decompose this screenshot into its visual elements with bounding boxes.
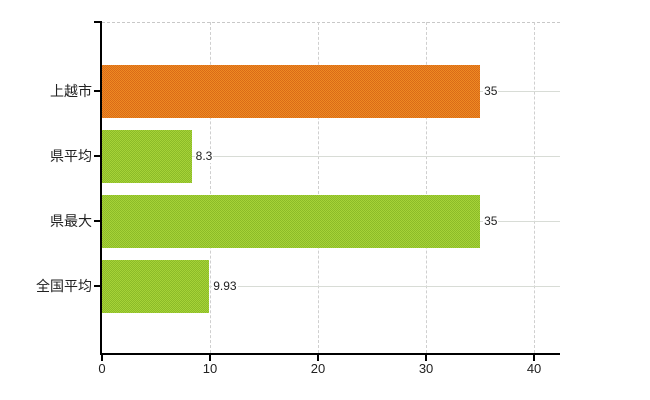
bar-prefecture-average (102, 129, 192, 183)
bar-prefecture-max (102, 194, 481, 248)
x-axis-tick-label: 40 (526, 361, 542, 376)
x-axis-tick (425, 355, 428, 361)
y-axis-tick (94, 220, 102, 222)
vertical-gridline (426, 22, 428, 353)
vertical-gridline (534, 22, 536, 353)
vertical-gridline (318, 22, 320, 353)
x-axis-tick (209, 355, 212, 361)
y-axis-tick (94, 155, 102, 157)
category-label: 県平均 (50, 148, 92, 164)
x-axis-tick (317, 355, 320, 361)
category-label: 県最大 (50, 213, 92, 229)
value-label: 8.3 (194, 149, 214, 163)
y-axis-tick (94, 285, 102, 287)
value-label: 9.93 (212, 279, 238, 293)
y-axis-tick (94, 90, 102, 92)
horizontal-gridline (102, 156, 560, 157)
vertical-gridline (210, 22, 212, 353)
value-label: 35 (483, 84, 499, 98)
x-axis-line (100, 353, 560, 355)
x-axis-tick-label: 30 (418, 361, 434, 376)
value-label: 35 (483, 214, 499, 228)
y-axis-line (100, 22, 102, 355)
plot-area (102, 22, 560, 353)
x-axis-tick (101, 355, 103, 361)
x-axis-tick-label: 20 (310, 361, 326, 376)
category-label: 全国平均 (36, 278, 92, 294)
x-axis-tick-label: 0 (98, 361, 106, 376)
y-axis-top-tick (94, 21, 102, 23)
horizontal-gridline (102, 286, 560, 287)
x-axis-tick-label: 10 (202, 361, 218, 376)
bar-joetsu-city (102, 64, 481, 118)
category-label: 上越市 (50, 83, 92, 99)
x-axis-tick (533, 355, 536, 361)
bar-national-average (102, 259, 210, 313)
